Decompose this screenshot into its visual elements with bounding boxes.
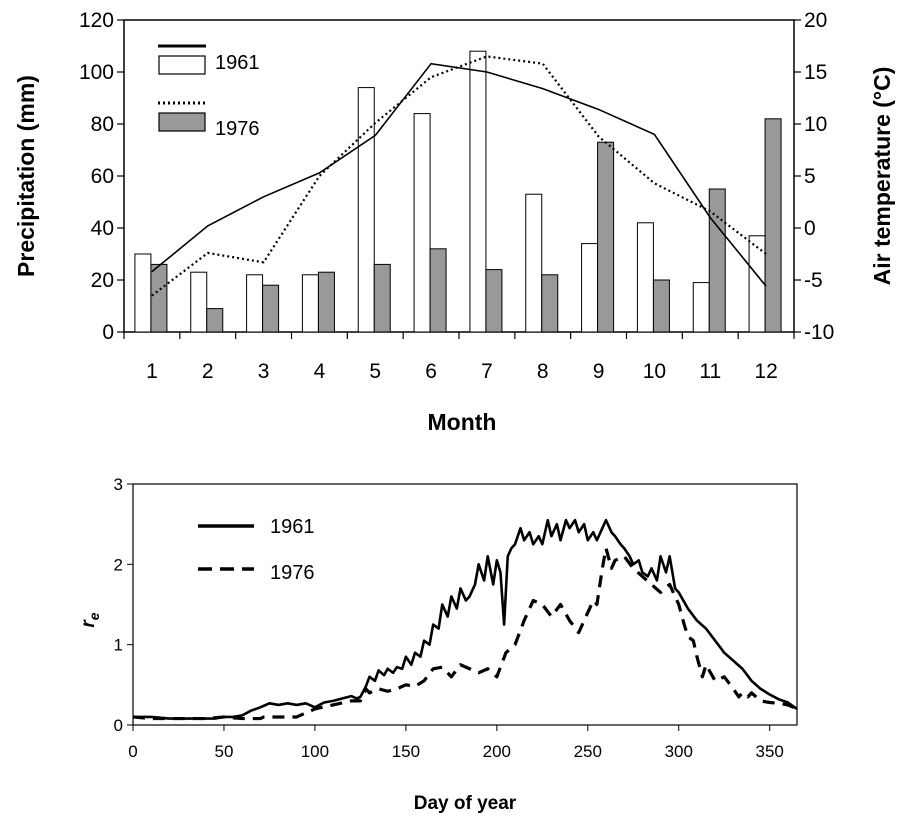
bar-1976 — [541, 274, 559, 333]
right-tick-label: 20 — [804, 9, 827, 32]
x-tick-label: 10 — [643, 360, 666, 383]
x-tick-label: 350 — [756, 742, 784, 761]
legend-bar-1976-swatch — [158, 112, 206, 132]
temperature-line-1976 — [151, 55, 767, 297]
bar-1961 — [246, 274, 264, 333]
left-tick-label: 120 — [79, 9, 114, 32]
x-tick-label: 100 — [301, 742, 329, 761]
chart2-lines — [132, 518, 798, 721]
chart1-bars — [134, 50, 782, 333]
bar-1961 — [525, 193, 543, 333]
y-tick-label: 3 — [114, 475, 123, 494]
x-tick-label: 11 — [699, 360, 721, 383]
x-tick-label: 50 — [214, 742, 233, 761]
right-tick-label: 15 — [804, 61, 827, 84]
bar-1976 — [597, 141, 615, 333]
bar-1961 — [748, 235, 766, 333]
bar-1961 — [469, 50, 487, 333]
chart1-x-axis: 1 2 3 4 5 6 7 8 9 10 11 12 — [123, 332, 795, 383]
left-tick-label: 20 — [91, 269, 114, 292]
bar-1976 — [764, 118, 782, 333]
x-tick-label: 8 — [537, 360, 549, 383]
bar-1976 — [150, 263, 168, 333]
legend2-label-1961: 1961 — [270, 516, 315, 538]
x-tick-label: 7 — [481, 360, 493, 383]
y-tick-label: 0 — [114, 716, 123, 735]
x-tick-label: 12 — [754, 360, 777, 383]
chart1-lines — [151, 55, 767, 297]
bar-1976 — [206, 308, 224, 333]
bar-1961 — [357, 87, 375, 333]
bar-1976 — [317, 271, 335, 333]
chart2-y-axis: 0 1 2 3 — [114, 475, 133, 735]
x-tick-label: 4 — [314, 360, 326, 383]
x-tick-label: 1 — [146, 360, 158, 383]
chart1-x-axis-title: Month — [428, 409, 497, 435]
chart1-y-axis-title: Precipitation (mm) — [13, 75, 39, 277]
chart2-x-axis: 0 50 100 150 200 250 300 350 — [128, 725, 784, 761]
right-tick-label: -10 — [804, 321, 834, 344]
chart2-plot-area — [132, 483, 798, 726]
bar-1961 — [636, 222, 654, 333]
left-tick-label: 60 — [91, 165, 114, 188]
chart1-legend: 1961 1976 — [158, 44, 260, 140]
bar-1976 — [708, 188, 726, 333]
legend-bar-1961-swatch — [158, 55, 206, 75]
x-tick-label: 300 — [665, 742, 693, 761]
bar-1961 — [301, 274, 319, 333]
x-tick-label: 3 — [258, 360, 270, 383]
right-tick-label: -5 — [804, 269, 823, 292]
x-tick-label: 250 — [574, 742, 602, 761]
x-tick-label: 0 — [128, 742, 137, 761]
x-tick-label: 6 — [425, 360, 437, 383]
chart2-y-axis-title-sub: e — [86, 612, 102, 620]
y-tick-label: 1 — [114, 636, 123, 655]
legend-label-1976: 1976 — [215, 118, 260, 140]
bar-1976 — [373, 263, 391, 333]
re-line-1976 — [132, 546, 798, 721]
bar-1961 — [581, 243, 599, 333]
right-tick-label: 5 — [804, 165, 816, 188]
legend-label-1961: 1961 — [215, 52, 260, 74]
bar-1976 — [652, 279, 670, 333]
bar-1976 — [262, 284, 280, 333]
left-tick-label: 100 — [79, 61, 114, 84]
bar-1961 — [692, 282, 710, 333]
bar-1961 — [190, 271, 208, 333]
re-line-1961 — [133, 518, 798, 720]
bar-1976 — [429, 248, 447, 333]
chart1-y2-axis-title: Air temperature (°C) — [869, 67, 895, 286]
chart2-legend: 1961 1976 — [198, 516, 315, 584]
x-tick-label: 150 — [392, 742, 420, 761]
right-tick-label: 0 — [804, 217, 816, 240]
chart1-left-axis: 0 20 40 60 80 100 120 — [79, 9, 124, 344]
chart2-y-axis-title: re — [78, 612, 102, 627]
bar-1976 — [485, 269, 503, 333]
right-tick-label: 10 — [804, 113, 827, 136]
bar-1961 — [413, 113, 431, 333]
y-tick-label: 2 — [114, 555, 123, 574]
chart2: 0 1 2 3 0 50 100 150 200 250 300 350 Day of year r… — [78, 475, 798, 814]
left-tick-label: 0 — [102, 321, 114, 344]
x-tick-label: 200 — [483, 742, 511, 761]
legend2-label-1976: 1976 — [270, 562, 315, 584]
chart1-right-axis: -10 -5 0 5 10 15 20 — [794, 9, 834, 344]
x-tick-label: 5 — [369, 360, 381, 383]
x-tick-label: 9 — [593, 360, 605, 383]
chart2-x-axis-title: Day of year — [414, 793, 517, 814]
left-tick-label: 80 — [91, 113, 114, 136]
left-tick-label: 40 — [91, 217, 114, 240]
chart2-y-axis-title-main: r — [78, 619, 99, 628]
temperature-line-1961 — [151, 62, 767, 287]
x-tick-label: 2 — [202, 360, 214, 383]
bar-1961 — [134, 253, 152, 333]
